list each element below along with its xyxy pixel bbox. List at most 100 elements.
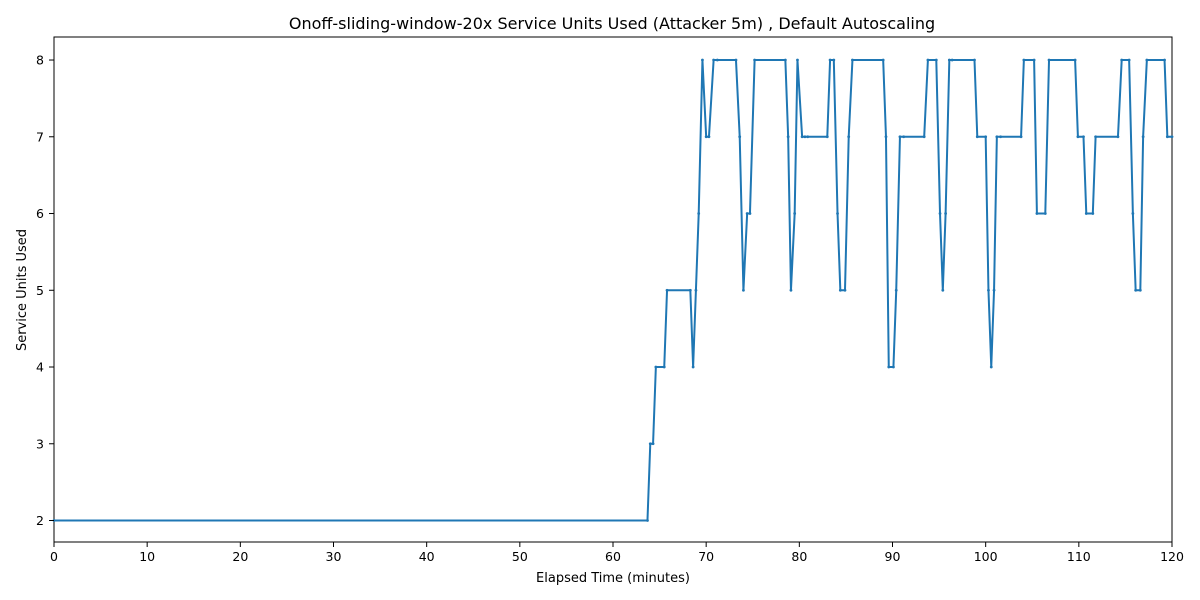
plot-area [52,36,1174,543]
data-point [712,58,716,62]
data-point [704,135,708,139]
data-point [894,288,898,292]
data-point [992,288,996,292]
data-point [753,58,757,62]
data-point [796,58,799,62]
data-point [1170,135,1174,139]
data-point [1032,58,1036,62]
data-point [902,135,906,139]
data-point [1094,135,1097,139]
data-point [786,135,790,139]
data-point [934,58,938,62]
data-point [742,288,745,292]
data-point [1116,135,1120,139]
data-point [887,365,891,369]
data-point [1163,58,1166,62]
data-point [646,519,649,522]
data-point [1145,58,1149,62]
y-axis: 2 3 4 5 6 7 8 [36,53,54,528]
data-point [973,58,976,62]
data-point [1019,135,1023,139]
data-point [789,288,793,292]
data-point [707,135,711,139]
data-point [648,442,652,446]
data-point [662,365,666,369]
data-point [688,288,692,292]
data-point [691,365,695,369]
data-point [783,58,787,62]
data-point [694,288,698,292]
data-point [995,135,999,139]
data-point [851,58,854,62]
data-point [1035,212,1039,215]
data-point [803,135,807,139]
x-tick-label: 40 [419,549,435,564]
data-point [941,288,945,292]
x-tick-label: 120 [1160,549,1184,564]
data-point [1141,135,1145,139]
x-tick-label: 110 [1067,549,1091,564]
x-axis-label: Elapsed Time (minutes) [536,571,690,586]
x-tick-label: 50 [512,549,528,564]
data-point [884,135,888,139]
data-point [832,58,836,62]
data-point [651,442,655,446]
data-point [926,58,930,62]
data-point [828,58,832,62]
data-point [947,58,951,62]
y-tick-label: 5 [36,283,44,298]
data-point [793,212,797,215]
data-point [1091,212,1095,215]
data-point [1120,58,1124,62]
data-point [950,58,954,62]
x-axis: 0 10 20 30 40 50 60 70 80 90 100 110 120 [50,542,1184,564]
x-tick-label: 100 [974,549,998,564]
x-tick-label: 90 [885,549,901,564]
data-point [825,135,829,139]
data-point [938,212,942,215]
y-tick-label: 3 [36,436,44,451]
data-point [701,58,704,62]
data-point [806,135,810,139]
data-point [898,135,902,139]
data-point [1047,58,1051,62]
data-point [1076,135,1080,139]
series-line [54,59,1172,522]
data-point [654,365,658,369]
data-point [748,212,752,215]
data-point [944,212,948,215]
data-point [881,58,885,62]
data-point [1082,135,1085,139]
x-tick-label: 70 [698,549,714,564]
data-point [836,212,839,215]
x-tick-label: 0 [50,549,58,564]
chart-title: Onoff-sliding-window-20x Service Units U… [289,14,935,33]
data-point [738,135,742,139]
data-point [1022,58,1026,62]
data-point [1134,288,1138,292]
y-tick-label: 2 [36,513,44,528]
data-point [1138,288,1142,292]
x-tick-label: 80 [791,549,807,564]
data-point [1165,135,1169,139]
y-tick-label: 4 [36,360,44,375]
series-layer [52,58,1174,522]
plot-frame [53,36,1173,543]
data-point [697,212,701,215]
data-point [1073,58,1077,62]
data-point [734,58,738,62]
data-point [843,288,847,292]
data-point [892,365,895,369]
x-tick-label: 20 [232,549,248,564]
data-point [665,288,669,292]
data-point [847,135,851,139]
x-tick-label: 30 [326,549,342,564]
data-point [1043,212,1047,215]
y-tick-label: 6 [36,206,44,221]
data-point [715,58,719,62]
x-tick-label: 60 [605,549,621,564]
data-point [999,135,1002,139]
data-point [975,135,979,139]
data-point [984,135,988,139]
